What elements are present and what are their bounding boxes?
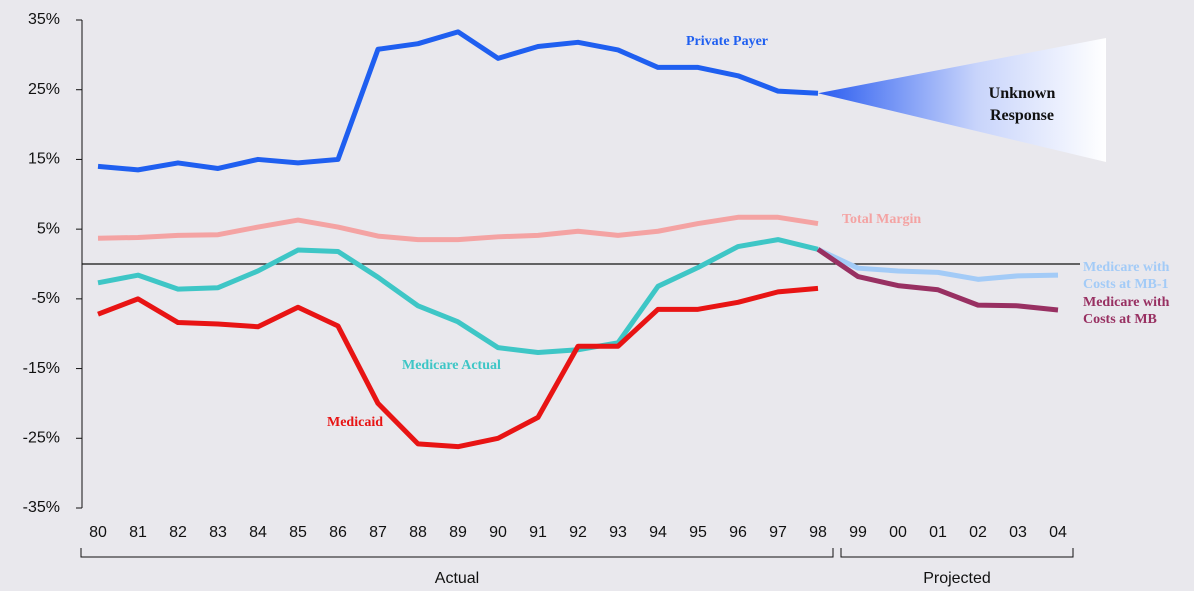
y-tick-label: 25% bbox=[28, 81, 60, 98]
series-label: Medicare Actual bbox=[402, 358, 501, 373]
x-tick-label: 89 bbox=[449, 524, 467, 541]
y-tick-label: -5% bbox=[32, 290, 60, 307]
y-tick-label: 15% bbox=[28, 151, 60, 168]
x-tick-label: 84 bbox=[249, 524, 267, 541]
x-tick-label: 80 bbox=[89, 524, 107, 541]
x-tick-label: 81 bbox=[129, 524, 147, 541]
series-line bbox=[97, 237, 819, 356]
x-tick-label: 02 bbox=[969, 524, 987, 541]
x-tick-label: 98 bbox=[809, 524, 827, 541]
x-tick-label: 99 bbox=[849, 524, 867, 541]
y-tick-label: 35% bbox=[28, 11, 60, 28]
x-tick-label: 83 bbox=[209, 524, 227, 541]
group-label: Actual bbox=[435, 570, 479, 587]
x-tick-label: 86 bbox=[329, 524, 347, 541]
x-tick-label: 95 bbox=[689, 524, 707, 541]
x-tick-label: 03 bbox=[1009, 524, 1027, 541]
x-tick-label: 88 bbox=[409, 524, 427, 541]
x-tick-label: 87 bbox=[369, 524, 387, 541]
x-tick-label: 04 bbox=[1049, 524, 1067, 541]
series-line bbox=[816, 247, 1059, 313]
group-label: Projected bbox=[923, 570, 991, 587]
x-tick-label: 90 bbox=[489, 524, 507, 541]
y-tick-label: -25% bbox=[23, 430, 60, 447]
x-tick-label: 91 bbox=[529, 524, 547, 541]
x-tick-label: 00 bbox=[889, 524, 907, 541]
group-bracket bbox=[80, 548, 834, 558]
series-label: Medicare with Costs at MB-1 bbox=[1083, 260, 1170, 292]
series-label: Total Margin bbox=[842, 212, 922, 227]
x-tick-label: 93 bbox=[609, 524, 627, 541]
unknown-response-cone bbox=[818, 38, 1106, 162]
series-line bbox=[97, 29, 819, 173]
group-bracket bbox=[840, 548, 1074, 558]
x-tick-label: 92 bbox=[569, 524, 587, 541]
y-tick-label: -35% bbox=[23, 499, 60, 516]
series-line bbox=[97, 214, 819, 243]
annotation: Unknown Response bbox=[988, 85, 1056, 124]
x-tick-label: 97 bbox=[769, 524, 787, 541]
series-line bbox=[97, 285, 819, 450]
series-label: Medicaid bbox=[327, 415, 383, 430]
x-tick-label: 01 bbox=[929, 524, 947, 541]
x-tick-label: 85 bbox=[289, 524, 307, 541]
x-tick-label: 82 bbox=[169, 524, 187, 541]
y-tick-label: -15% bbox=[23, 360, 60, 377]
y-tick-label: 5% bbox=[37, 220, 60, 237]
series-label: Private Payer bbox=[686, 34, 769, 49]
x-tick-label: 94 bbox=[649, 524, 667, 541]
series-line bbox=[816, 247, 1059, 282]
x-tick-label: 96 bbox=[729, 524, 747, 541]
series-label: Medicare with Costs at MB bbox=[1083, 295, 1170, 327]
